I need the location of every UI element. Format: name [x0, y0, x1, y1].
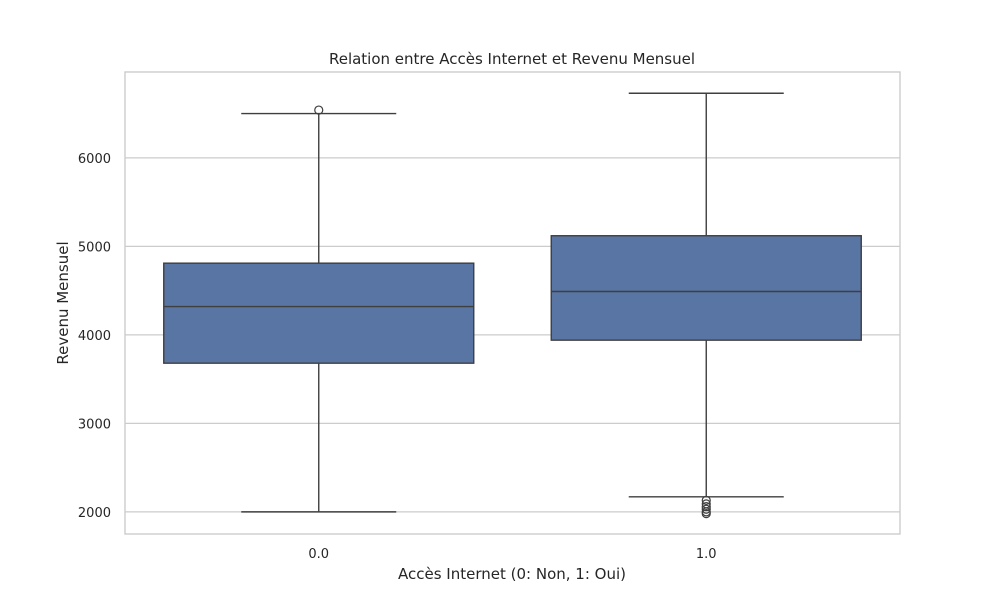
- y-tick-label: 6000: [78, 152, 111, 167]
- iqr-box: [163, 262, 475, 364]
- chart-title: Relation entre Accès Internet et Revenu …: [329, 50, 695, 68]
- box-layer: [163, 92, 862, 519]
- outlier-point: [701, 501, 711, 512]
- plot-frame: [124, 71, 901, 535]
- outlier-point: [701, 504, 711, 514]
- x-axis-label: Accès Internet (0: Non, 1: Oui): [398, 565, 626, 583]
- y-tick-label: 2000: [78, 506, 111, 521]
- x-tick-labels: 0.0 1.0: [308, 547, 716, 562]
- y-tick-label: 4000: [78, 329, 111, 344]
- y-tick-label: 5000: [78, 240, 111, 255]
- y-tick-label: 3000: [78, 417, 111, 432]
- x-tick-label: 0.0: [308, 547, 329, 562]
- outlier-point: [701, 509, 711, 519]
- outlier-point: [314, 105, 324, 115]
- y-axis-label: Revenu Mensuel: [54, 241, 72, 364]
- box-group: [550, 92, 862, 519]
- iqr-box: [550, 235, 862, 341]
- y-tick-labels: 2000 3000 4000 5000 6000: [78, 152, 111, 521]
- box-group: [163, 105, 475, 513]
- outlier-point: [701, 495, 711, 505]
- x-tick-label: 1.0: [696, 547, 717, 562]
